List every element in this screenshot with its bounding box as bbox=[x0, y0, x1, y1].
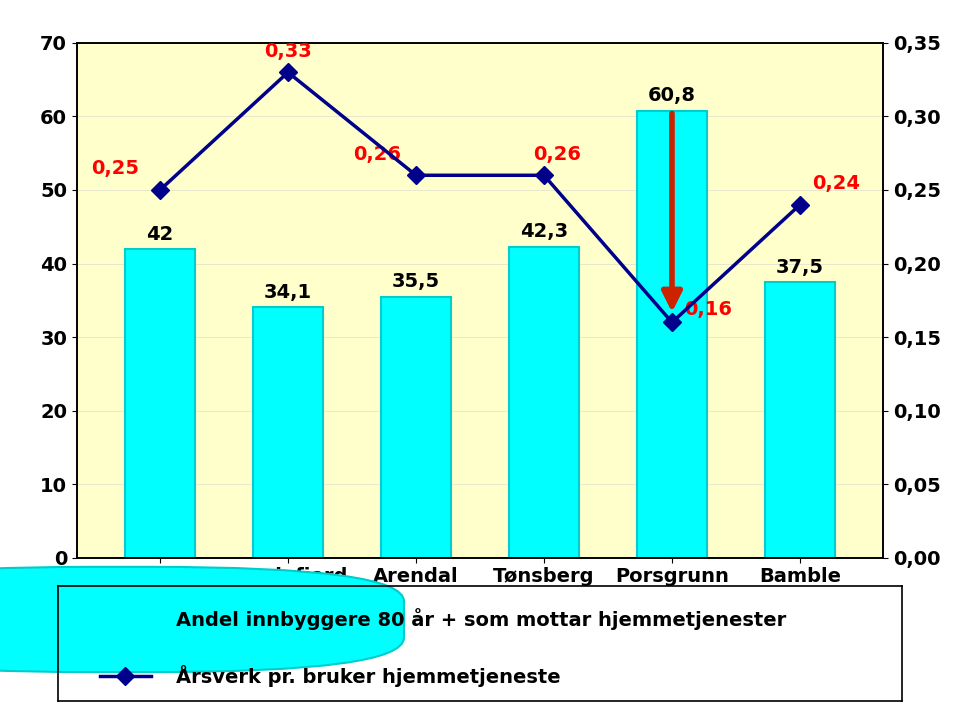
Bar bbox=[636, 111, 708, 558]
Text: 60,8: 60,8 bbox=[648, 87, 696, 105]
Text: Årsverk pr. bruker hjemmetjeneste: Årsverk pr. bruker hjemmetjeneste bbox=[176, 664, 561, 686]
Text: 35,5: 35,5 bbox=[392, 272, 440, 292]
Text: 42,3: 42,3 bbox=[520, 222, 568, 242]
Text: 0,16: 0,16 bbox=[684, 300, 732, 320]
Bar bbox=[765, 282, 835, 558]
FancyBboxPatch shape bbox=[0, 567, 404, 672]
Text: 0,25: 0,25 bbox=[91, 159, 139, 178]
Bar bbox=[381, 297, 451, 558]
Text: 0,26: 0,26 bbox=[353, 144, 401, 164]
Bar bbox=[509, 247, 579, 558]
Text: 0,33: 0,33 bbox=[264, 41, 312, 61]
Text: Andel innbyggere 80 år + som mottar hjemmetjenester: Andel innbyggere 80 år + som mottar hjem… bbox=[176, 608, 786, 631]
Text: 42: 42 bbox=[146, 225, 174, 244]
Bar bbox=[125, 249, 195, 558]
Bar bbox=[252, 307, 324, 558]
Text: 34,1: 34,1 bbox=[264, 282, 312, 302]
Text: 37,5: 37,5 bbox=[776, 258, 824, 277]
Text: 0,24: 0,24 bbox=[812, 174, 860, 193]
Text: 0,26: 0,26 bbox=[533, 144, 581, 164]
